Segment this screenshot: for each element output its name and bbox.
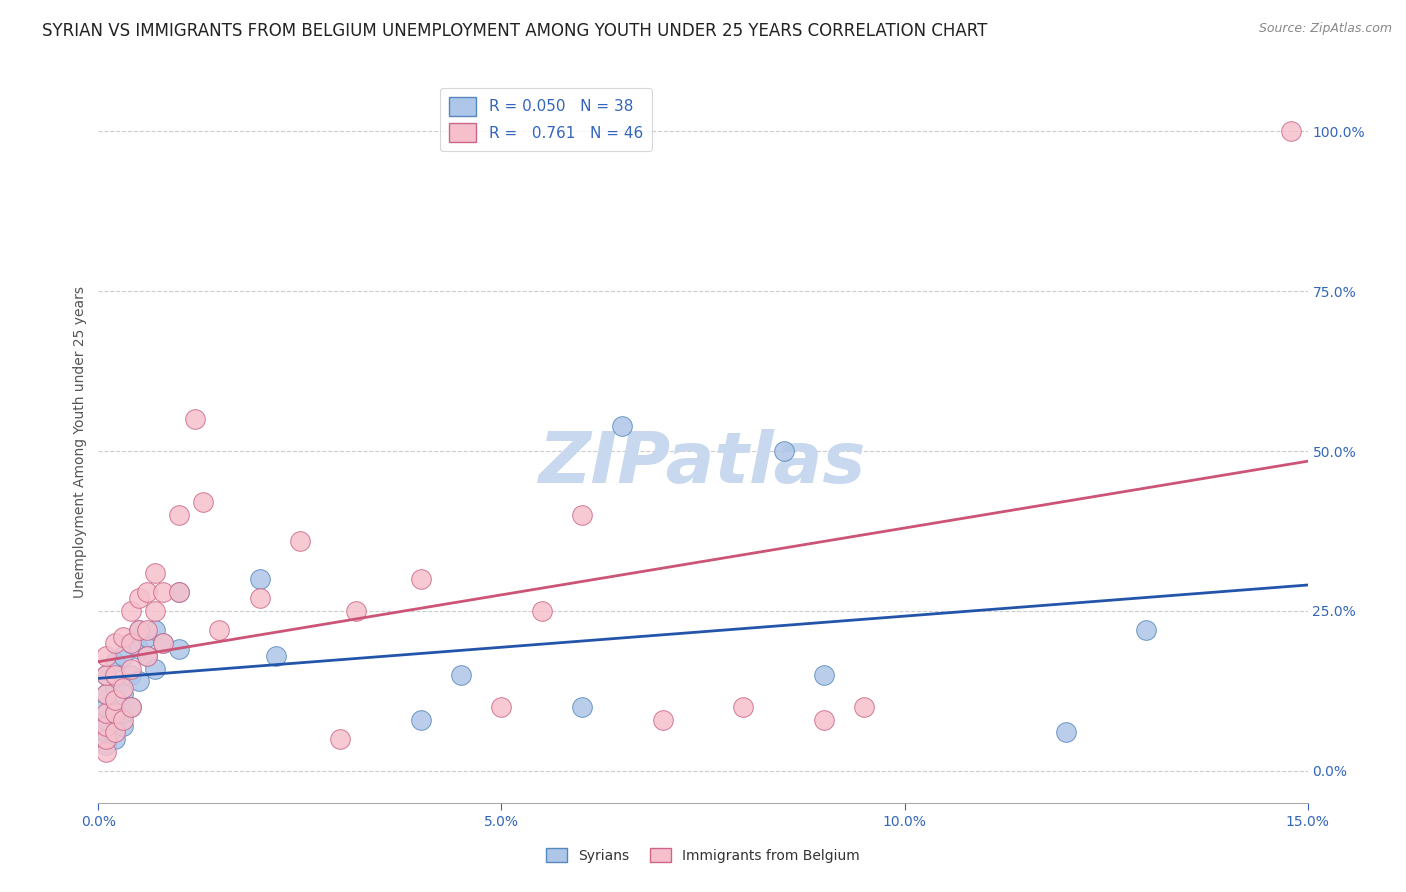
Point (249, 572, 271, 586)
Point (143, 604, 166, 618)
Point (96, 713, 118, 727)
Point (193, 495, 215, 509)
Point (135, 648, 157, 663)
Point (111, 706, 134, 721)
Point (96, 699, 118, 714)
Point (128, 674, 150, 689)
Point (571, 508, 593, 522)
Point (111, 687, 134, 701)
Point (111, 648, 134, 663)
Point (96, 668, 118, 682)
Point (167, 584, 190, 599)
Point (184, 412, 207, 426)
Point (530, 604, 553, 618)
Point (96, 731, 118, 746)
Point (103, 731, 125, 746)
Point (103, 725, 125, 739)
Point (409, 572, 432, 586)
Point (103, 668, 125, 682)
Point (103, 713, 125, 727)
Legend: Syrians, Immigrants from Belgium: Syrians, Immigrants from Belgium (541, 842, 865, 868)
Point (111, 630, 134, 644)
Point (1135, 623, 1157, 637)
Point (1054, 725, 1077, 739)
Point (344, 604, 367, 618)
Point (128, 623, 150, 637)
Point (103, 706, 125, 721)
Point (96, 738, 118, 752)
Point (152, 636, 174, 650)
Point (249, 591, 271, 606)
Point (264, 648, 287, 663)
Point (167, 642, 190, 657)
Point (1281, 124, 1303, 138)
Point (111, 713, 134, 727)
Point (135, 623, 157, 637)
Text: Source: ZipAtlas.com: Source: ZipAtlas.com (1258, 22, 1392, 36)
Point (288, 533, 311, 548)
Point (111, 719, 134, 733)
Point (853, 699, 876, 714)
Point (120, 661, 142, 675)
Point (128, 623, 150, 637)
Point (143, 623, 166, 637)
Point (135, 630, 157, 644)
Point (208, 623, 231, 637)
Point (772, 444, 794, 458)
Point (120, 668, 142, 682)
Point (120, 604, 142, 618)
Point (96, 687, 118, 701)
Point (733, 699, 755, 714)
Point (96, 706, 118, 721)
Point (96, 668, 118, 682)
Point (152, 584, 174, 599)
Point (96, 648, 118, 663)
Text: SYRIAN VS IMMIGRANTS FROM BELGIUM UNEMPLOYMENT AMONG YOUTH UNDER 25 YEARS CORREL: SYRIAN VS IMMIGRANTS FROM BELGIUM UNEMPL… (42, 22, 987, 40)
Point (96, 687, 118, 701)
Point (409, 713, 432, 727)
Y-axis label: Unemployment Among Youth under 25 years: Unemployment Among Youth under 25 years (73, 285, 87, 598)
Point (103, 699, 125, 714)
Point (167, 508, 190, 522)
Point (120, 699, 142, 714)
Point (143, 566, 166, 580)
Point (96, 725, 118, 739)
Point (103, 681, 125, 695)
Point (128, 591, 150, 606)
Point (135, 648, 157, 663)
Point (651, 713, 673, 727)
Point (329, 731, 352, 746)
Point (120, 636, 142, 650)
Point (612, 418, 634, 433)
Point (152, 636, 174, 650)
Point (103, 636, 125, 650)
Point (571, 699, 593, 714)
Point (103, 693, 125, 707)
Point (128, 642, 150, 657)
Point (167, 584, 190, 599)
Point (813, 668, 835, 682)
Point (120, 699, 142, 714)
Text: ZIPatlas: ZIPatlas (540, 429, 866, 498)
Point (135, 584, 157, 599)
Point (103, 655, 125, 669)
Point (96, 745, 118, 759)
Point (120, 636, 142, 650)
Point (491, 699, 513, 714)
Point (813, 713, 835, 727)
Point (450, 668, 472, 682)
Point (96, 719, 118, 733)
Point (143, 661, 166, 675)
Point (111, 681, 134, 695)
